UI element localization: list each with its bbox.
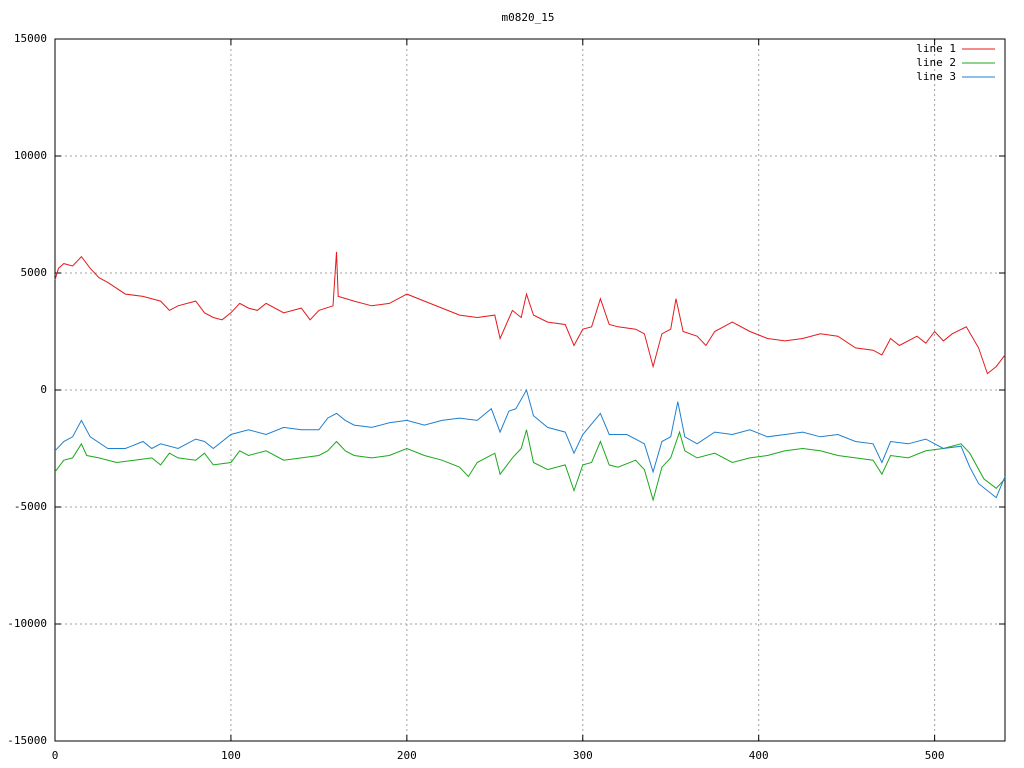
series-line <box>54 251 1006 375</box>
x-tick-label: 300 <box>573 749 593 762</box>
y-tick-label: 0 <box>40 383 47 396</box>
y-tick-label: -5000 <box>14 500 47 513</box>
x-tick-label: 500 <box>925 749 945 762</box>
y-tick-label: -10000 <box>7 617 47 630</box>
series-line <box>54 388 1006 499</box>
y-tick-label: 5000 <box>21 266 48 279</box>
x-tick-label: 0 <box>52 749 59 762</box>
y-tick-label: 15000 <box>14 32 47 45</box>
series-line <box>54 429 1006 502</box>
y-tick-label: -15000 <box>7 734 47 747</box>
chart-title: m0820_15 <box>502 11 555 24</box>
legend-label: line 1 <box>916 42 956 55</box>
x-tick-label: 200 <box>397 749 417 762</box>
x-tick-label: 400 <box>749 749 769 762</box>
x-tick-label: 100 <box>221 749 241 762</box>
legend-label: line 3 <box>916 70 956 83</box>
legend-label: line 2 <box>916 56 956 69</box>
plot-frame <box>54 38 1006 742</box>
y-tick-label: 10000 <box>14 149 47 162</box>
